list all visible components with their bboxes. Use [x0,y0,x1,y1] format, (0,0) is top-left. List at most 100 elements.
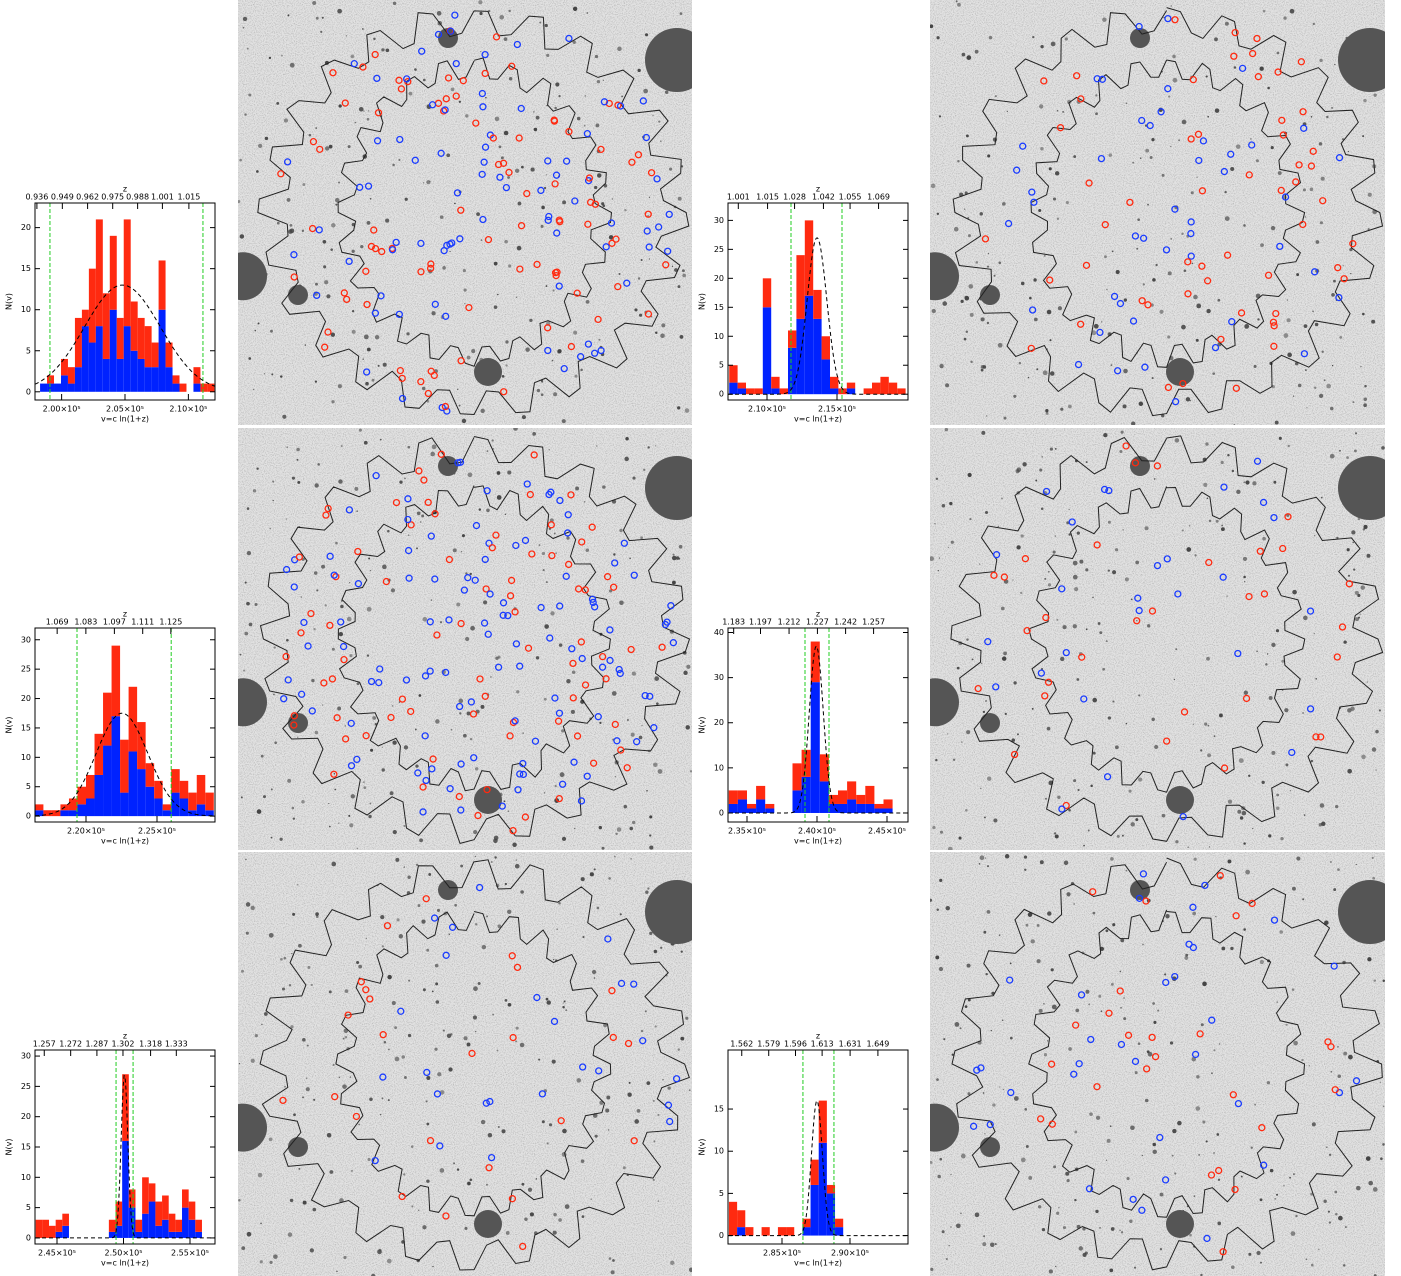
target-marker [371,309,380,317]
target-marker [397,1007,405,1015]
star [1072,560,1078,566]
star [467,472,473,478]
target-marker [371,1156,379,1165]
star [338,104,342,108]
target-marker [647,169,656,177]
target-marker [418,47,426,55]
star [404,477,406,480]
histogram-bar [754,388,763,395]
star [381,48,385,52]
star [1170,145,1172,148]
star [1304,369,1307,372]
histogram-bar [162,1195,169,1220]
target-marker [379,1031,387,1039]
star [1020,534,1024,538]
target-marker [517,104,525,113]
star [457,388,459,391]
star [1233,66,1237,69]
star [321,704,324,706]
histogram-bar [756,785,766,800]
star [1022,462,1027,467]
star [963,208,966,210]
gaussian-fit [35,1074,215,1239]
histogram-bar [802,1227,811,1236]
star [297,884,299,886]
target-marker [1184,290,1192,298]
star [431,444,437,450]
star [1338,1215,1343,1221]
star [605,1108,610,1113]
star [442,1029,445,1032]
target-marker [589,598,597,607]
target-marker [472,521,481,530]
target-marker [665,210,673,219]
star [297,480,301,484]
star [381,768,385,772]
star [543,186,547,190]
star [1105,640,1108,643]
histogram-bar [835,1227,844,1236]
star [636,1109,641,1113]
target-marker [1203,277,1212,285]
target-marker [567,342,576,351]
plot-area [35,203,215,400]
star [596,445,598,447]
histogram-bar [81,326,89,392]
star [493,261,498,266]
star [407,875,411,879]
star [298,1167,301,1170]
star [1289,8,1295,14]
star [936,212,940,216]
star [1335,1212,1338,1216]
star [1123,997,1125,999]
star [580,877,585,882]
star [646,1081,651,1086]
star [1366,681,1369,683]
star [347,145,351,149]
star [1220,460,1224,465]
star [1341,138,1344,141]
target-marker [550,1017,559,1026]
x2-tick-label: 1.631 [839,1040,862,1049]
star [985,699,988,702]
star [283,956,287,960]
star [997,525,999,528]
target-marker [639,1037,647,1045]
target-marker [397,85,406,93]
histogram-bar [103,745,112,817]
star [335,197,340,203]
target-marker [476,675,484,683]
star [979,212,983,216]
target-marker [664,247,672,255]
histogram-bar [175,1231,183,1238]
histogram-bar [74,317,82,368]
target-marker [672,1075,681,1083]
star [456,602,461,607]
star [1120,938,1125,943]
star [607,1129,610,1131]
target-marker [1124,1031,1133,1039]
histogram-bar [883,808,893,813]
y-tick-label: 20 [21,223,31,232]
star [944,428,949,432]
target-marker [1141,363,1149,371]
star [284,1085,286,1088]
x-tick-label: 2.05×10⁵ [106,405,144,414]
star [466,711,471,716]
target-marker [434,30,443,39]
target-marker [508,62,516,70]
star [983,1235,986,1238]
star [1047,583,1052,587]
star [598,338,601,341]
histogram-bar [62,1213,69,1226]
star [1342,265,1344,267]
star [982,1242,987,1247]
star [982,365,987,369]
star [430,599,433,601]
histogram-bar [830,388,839,395]
x-tick-label: 2.35×10⁵ [728,827,766,836]
target-marker [402,676,411,684]
star [240,796,243,799]
target-marker [437,450,445,458]
